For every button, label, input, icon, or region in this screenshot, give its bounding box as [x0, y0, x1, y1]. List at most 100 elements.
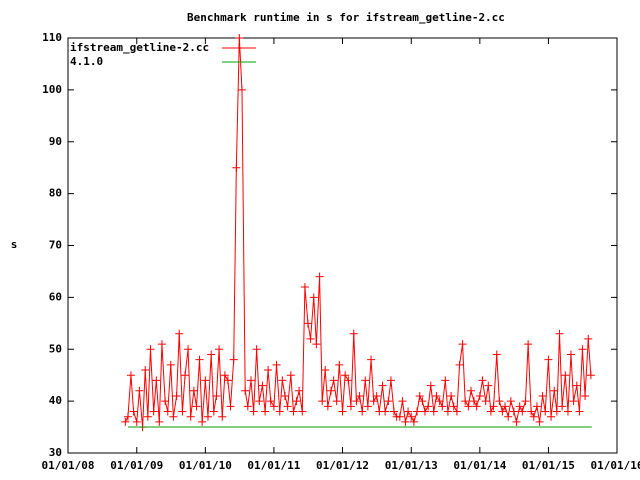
point-marker — [178, 407, 187, 416]
point-marker — [315, 272, 324, 281]
point-marker — [489, 402, 498, 411]
point-marker — [538, 391, 547, 400]
point-marker — [478, 376, 487, 385]
point-marker — [264, 366, 273, 374]
point-marker — [229, 355, 238, 364]
point-marker — [141, 366, 150, 374]
point-marker — [338, 407, 347, 416]
point-marker — [207, 350, 216, 359]
chart-title: Benchmark runtime in s for ifstream_getl… — [187, 11, 505, 24]
point-marker — [323, 402, 332, 411]
point-marker — [172, 391, 181, 400]
point-marker — [189, 386, 198, 395]
y-tick-label: 40 — [49, 394, 62, 407]
point-marker — [447, 391, 456, 400]
point-marker — [529, 412, 538, 421]
point-marker — [166, 360, 175, 369]
point-marker — [472, 402, 481, 411]
point-marker — [209, 407, 218, 416]
point-marker — [175, 329, 184, 338]
point-marker — [495, 397, 504, 406]
point-marker — [123, 412, 132, 421]
point-marker — [286, 371, 295, 380]
point-marker — [455, 360, 464, 369]
y-tick-label: 60 — [49, 290, 62, 303]
y-tick-label: 70 — [49, 239, 62, 252]
point-marker — [504, 412, 513, 421]
point-marker — [438, 402, 447, 411]
point-marker — [467, 386, 476, 395]
point-marker — [413, 407, 422, 416]
point-marker — [292, 397, 301, 406]
point-marker — [518, 407, 527, 416]
point-marker — [203, 412, 212, 421]
point-marker — [384, 397, 393, 406]
point-marker — [521, 397, 530, 406]
point-marker — [121, 417, 130, 426]
point-marker — [527, 407, 536, 416]
point-marker — [566, 350, 575, 359]
point-marker — [552, 407, 561, 416]
point-marker — [558, 402, 567, 411]
x-tick-label: 01/01/08 — [42, 459, 95, 472]
point-marker — [555, 329, 564, 338]
point-marker — [441, 376, 450, 385]
point-marker — [395, 412, 404, 421]
point-marker — [443, 407, 452, 416]
point-marker — [452, 407, 461, 416]
point-marker — [572, 381, 581, 390]
y-tick-label: 110 — [42, 31, 62, 44]
point-marker — [155, 417, 164, 426]
point-marker — [321, 366, 330, 374]
point-marker — [409, 417, 418, 426]
point-marker — [135, 386, 144, 395]
point-marker — [306, 334, 315, 343]
point-marker — [381, 407, 390, 416]
point-marker — [275, 407, 284, 416]
point-marker — [492, 350, 501, 359]
point-marker — [195, 355, 204, 364]
point-marker — [327, 386, 336, 395]
point-marker — [404, 407, 413, 416]
point-marker — [352, 397, 361, 406]
point-marker — [289, 407, 298, 416]
legend-marker — [235, 44, 243, 52]
point-marker — [344, 376, 353, 385]
point-marker — [584, 334, 593, 343]
point-marker — [283, 402, 292, 411]
point-marker — [300, 283, 309, 291]
point-marker — [163, 407, 172, 416]
series-line — [124, 37, 592, 428]
point-marker — [309, 293, 318, 302]
point-marker — [547, 412, 556, 421]
point-marker — [369, 397, 378, 406]
point-marker — [232, 163, 241, 172]
point-marker — [389, 407, 398, 416]
point-marker — [184, 345, 193, 354]
point-marker — [501, 402, 510, 411]
point-marker — [581, 391, 590, 400]
point-marker — [458, 340, 467, 349]
point-marker — [569, 397, 578, 406]
point-marker — [152, 376, 161, 385]
point-marker — [509, 407, 518, 416]
point-marker — [386, 376, 395, 385]
x-tick-label: 01/01/14 — [453, 459, 506, 472]
point-marker — [149, 407, 158, 416]
point-marker — [266, 397, 275, 406]
point-marker — [329, 376, 338, 385]
point-marker — [429, 407, 438, 416]
point-marker — [349, 329, 358, 338]
point-marker — [303, 319, 312, 328]
point-marker — [484, 381, 493, 390]
point-marker — [524, 340, 533, 349]
point-marker — [515, 402, 524, 411]
point-marker — [192, 402, 201, 411]
point-marker — [418, 397, 427, 406]
point-marker — [212, 391, 221, 400]
point-marker — [272, 360, 281, 369]
point-marker — [298, 407, 307, 416]
point-marker — [498, 407, 507, 416]
point-marker — [335, 360, 344, 369]
